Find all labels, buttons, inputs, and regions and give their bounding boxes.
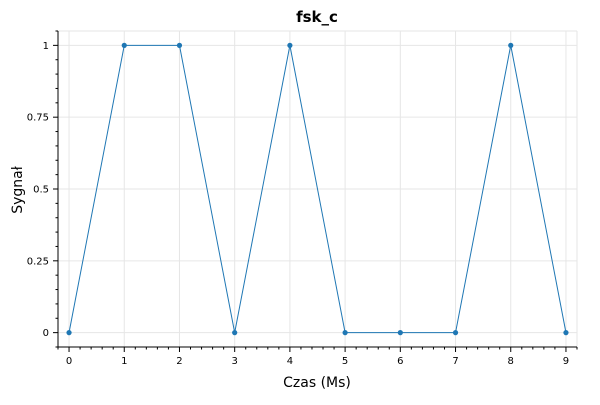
data-point — [176, 42, 183, 48]
x-tick-label: 9 — [563, 356, 569, 367]
data-point — [66, 330, 72, 336]
x-tick-label: 7 — [452, 356, 458, 367]
x-tick-label: 8 — [508, 356, 514, 367]
x-axis-label: Czas (Ms) — [283, 375, 351, 391]
chart-title: fsk_c — [296, 8, 338, 26]
data-point — [342, 330, 348, 336]
data-point — [287, 42, 293, 48]
x-tick-label: 5 — [342, 356, 348, 367]
y-tick-label: 0 — [43, 328, 49, 339]
series-line — [68, 44, 567, 334]
y-tick-label: 0.25 — [27, 256, 49, 267]
data-point — [121, 42, 127, 48]
data-point — [397, 330, 403, 336]
x-tick-label: 0 — [66, 356, 72, 367]
data-point — [232, 330, 238, 336]
x-tick-label: 6 — [397, 356, 403, 367]
y-tick-label: 1 — [43, 41, 49, 52]
x-tick-label: 3 — [231, 356, 237, 367]
data-point — [563, 330, 569, 336]
x-tick-label: 1 — [121, 356, 127, 367]
data-point — [452, 330, 459, 336]
y-axis-label: Sygnał — [10, 166, 26, 214]
x-tick-label: 2 — [176, 356, 182, 367]
x-tick-label: 4 — [287, 356, 293, 367]
ticks: 0 1 2 3 4 5 6 7 8 9 0 0.25 0.5 0.75 1 — [27, 30, 578, 367]
series — [66, 42, 569, 336]
y-tick-label: 0.75 — [27, 113, 49, 124]
data-point — [508, 42, 514, 48]
y-tick-label: 0.5 — [33, 185, 49, 196]
